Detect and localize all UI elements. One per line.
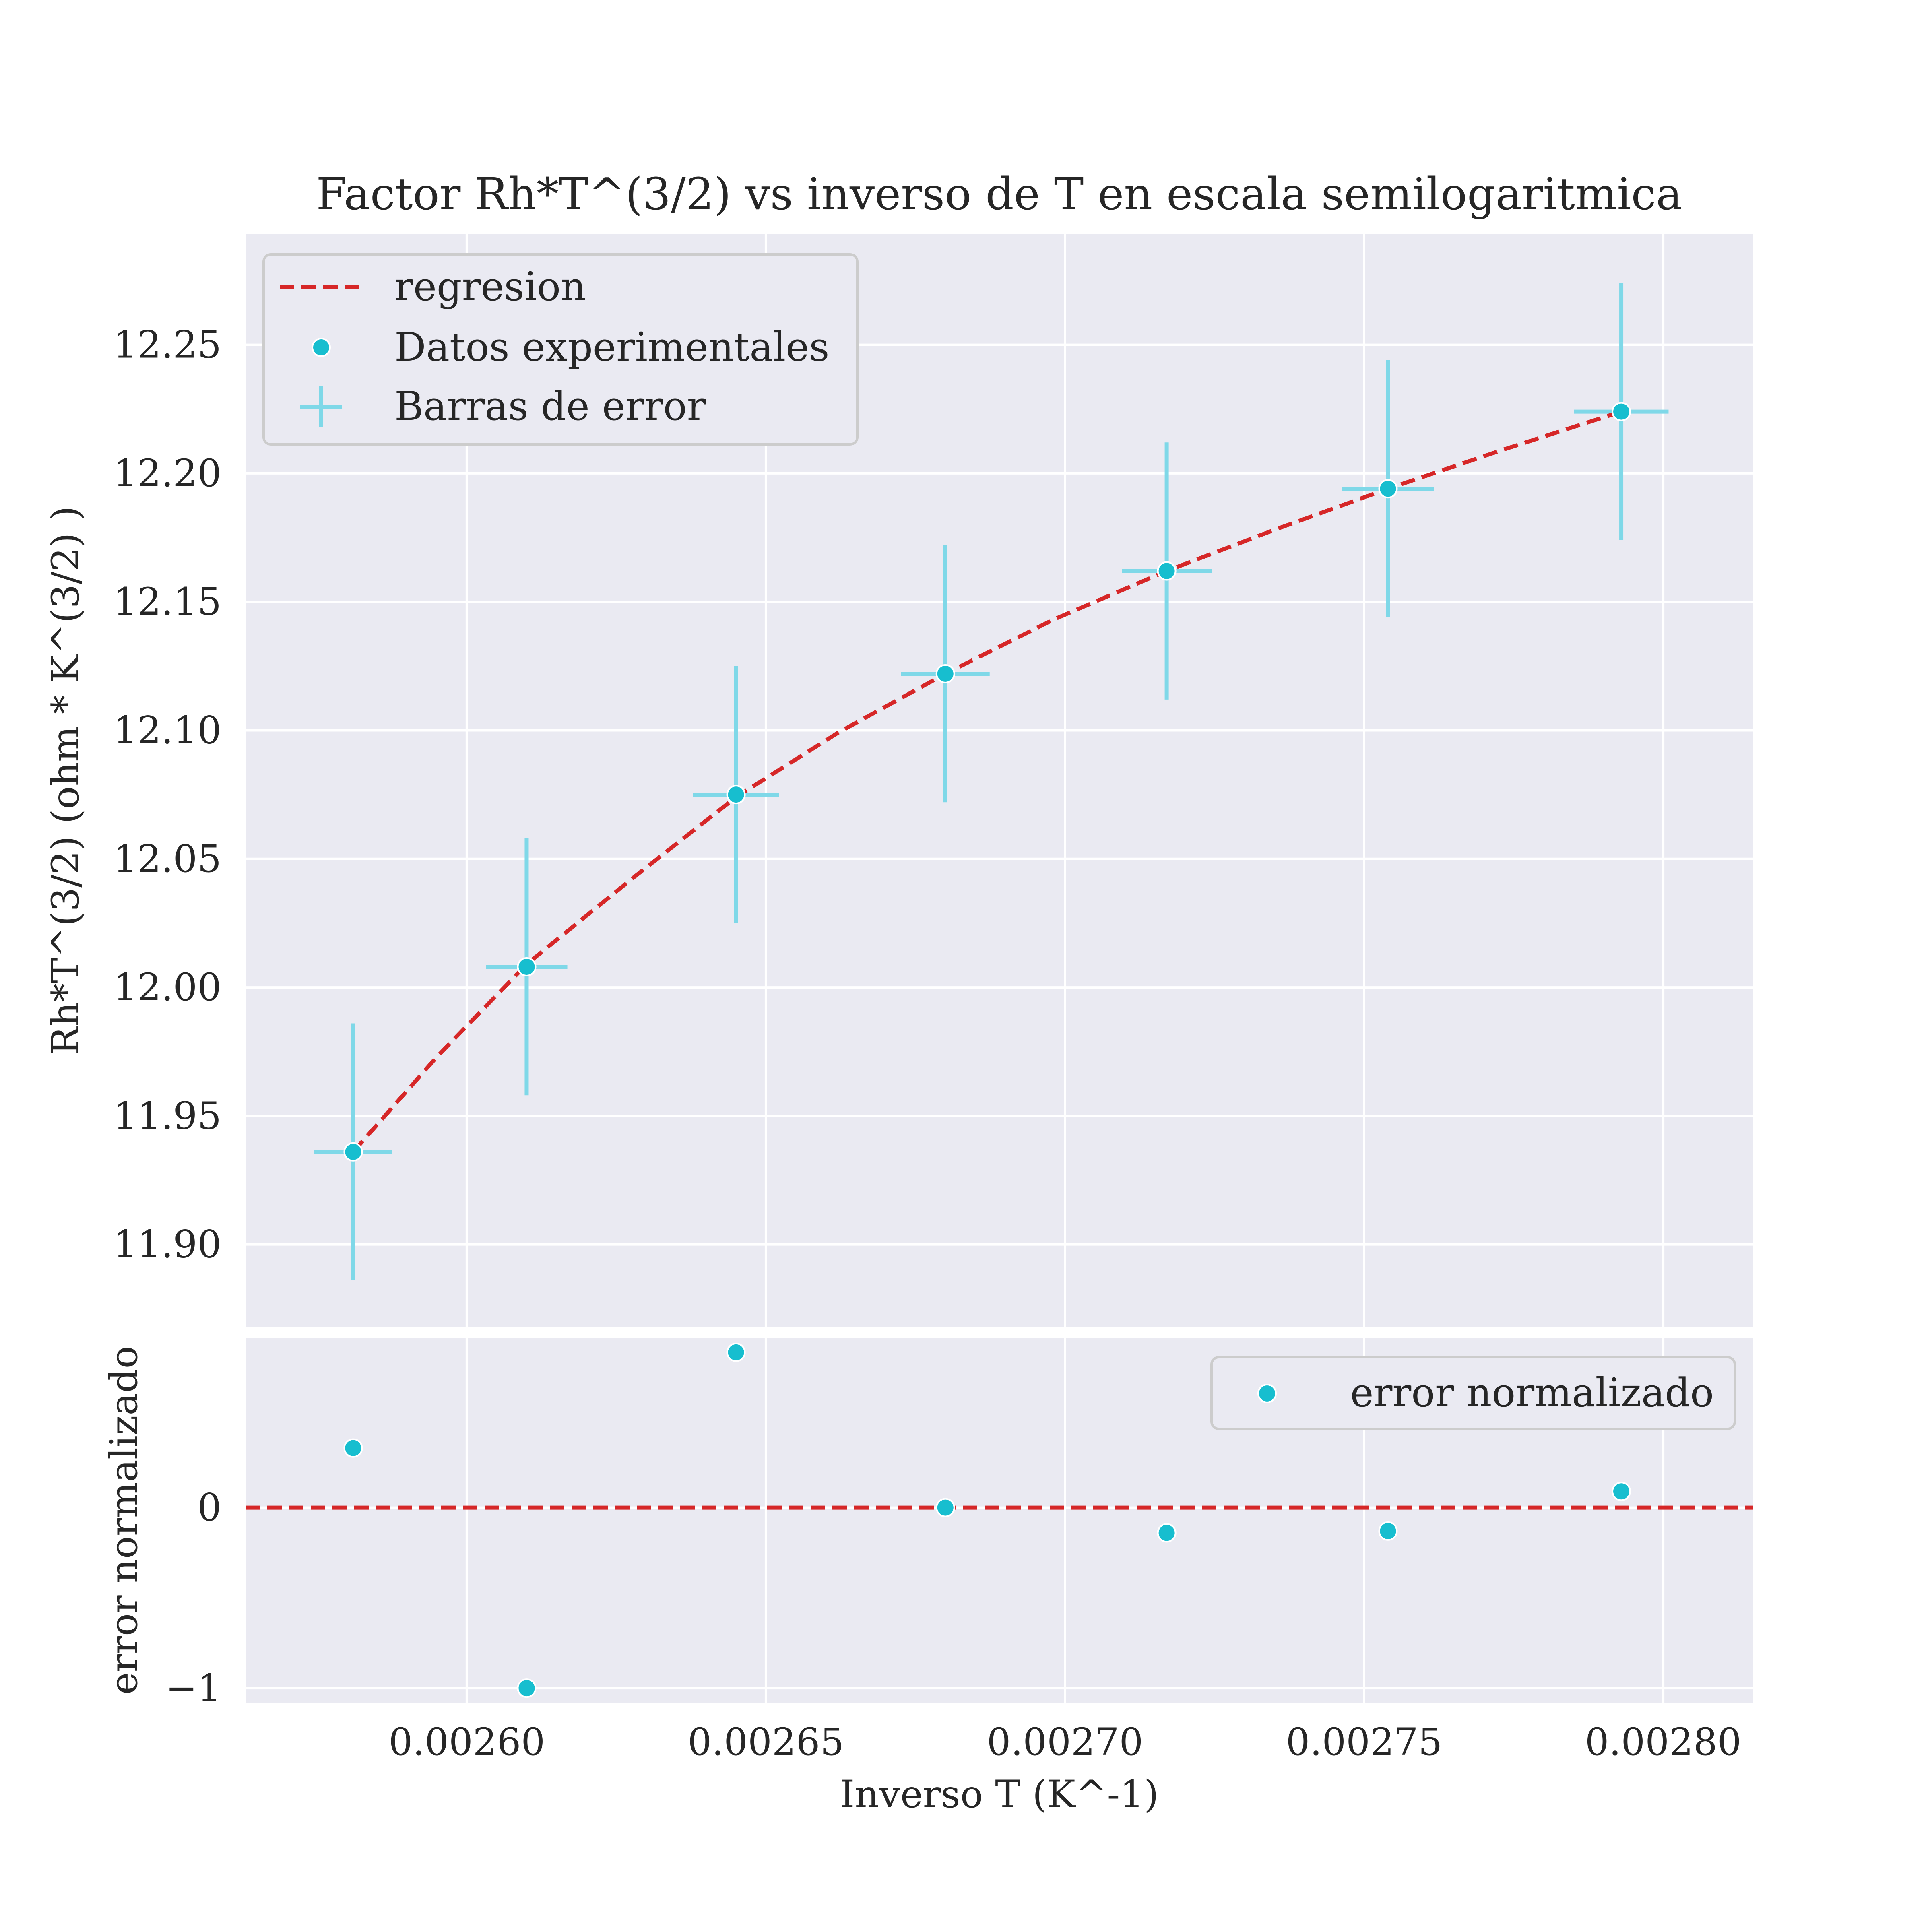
main-y-axis-label: Rh*T^(3/2) (ohm * K^(3/2) ) [44, 506, 88, 1055]
x-tick-label: 0.00260 [389, 1720, 545, 1764]
x-tick-label: 0.00265 [688, 1720, 844, 1764]
residual-point [343, 1438, 363, 1458]
legend-label-points: Datos experimentales [394, 324, 830, 370]
y-tick-label: 12.25 [113, 323, 221, 367]
y-tick-label: 12.00 [113, 966, 221, 1009]
data-point [726, 785, 746, 805]
y-tick-label: −1 [165, 1666, 221, 1710]
residual-legend-swatch [1257, 1384, 1277, 1403]
legend-points-swatch [312, 338, 331, 357]
data-point [1612, 402, 1631, 421]
data-point [517, 957, 537, 976]
x-tick-label: 0.00275 [1286, 1720, 1443, 1764]
chart-title: Factor Rh*T^(3/2) vs inverso de T en esc… [316, 168, 1682, 220]
data-point [1378, 479, 1398, 499]
residual-legend-label: error normalizado [1350, 1370, 1714, 1416]
data-points [343, 402, 1631, 1162]
y-tick-label: 12.20 [113, 452, 221, 495]
residual-legend-frame [1210, 1356, 1736, 1430]
main-panel: 11.90 11.95 12.00 12.05 12.10 12.15 12.20 12.25… [44, 168, 1753, 1327]
y-tick-label: 0 [197, 1486, 221, 1530]
x-axis-label: Inverso T (K^-1) [840, 1773, 1159, 1816]
data-point [343, 1142, 363, 1162]
y-tick-label: 11.95 [113, 1094, 221, 1138]
residual-legend: error normalizado [1210, 1356, 1736, 1430]
residual-y-tick-labels: −1 0 [165, 1486, 221, 1711]
residual-point [517, 1678, 537, 1698]
legend-label-errorbars: Barras de error [394, 384, 706, 429]
residual-y-axis-label: error normalizado [102, 1346, 146, 1695]
residual-points [343, 1342, 1631, 1698]
y-tick-label: 12.15 [113, 580, 221, 624]
x-tick-label: 0.00270 [987, 1720, 1144, 1764]
y-tick-label: 12.05 [113, 837, 221, 881]
residual-point [1612, 1482, 1631, 1501]
legend-label-regression: regresion [394, 264, 586, 310]
main-y-tick-labels: 11.90 11.95 12.00 12.05 12.10 12.15 12.20 12.25 [113, 323, 221, 1267]
x-tick-labels: 0.00260 0.00265 0.00270 0.00275 0.00280 [389, 1720, 1742, 1764]
residual-point [726, 1342, 746, 1362]
residual-panel: −10 0.00260 0.00265 0.00270 0.00275 0.00280 … [102, 1338, 1753, 1816]
x-tick-label: 0.00280 [1585, 1720, 1742, 1764]
data-point [935, 664, 955, 683]
residual-point [1378, 1521, 1398, 1541]
main-legend: regresion Datos experimentales Barras de… [262, 253, 859, 446]
residual-point [935, 1498, 955, 1517]
legend-frame [262, 253, 859, 446]
y-tick-label: 11.90 [113, 1223, 221, 1267]
data-point [1157, 561, 1177, 581]
y-tick-label: 12.10 [113, 708, 221, 752]
residual-point [1157, 1523, 1177, 1543]
